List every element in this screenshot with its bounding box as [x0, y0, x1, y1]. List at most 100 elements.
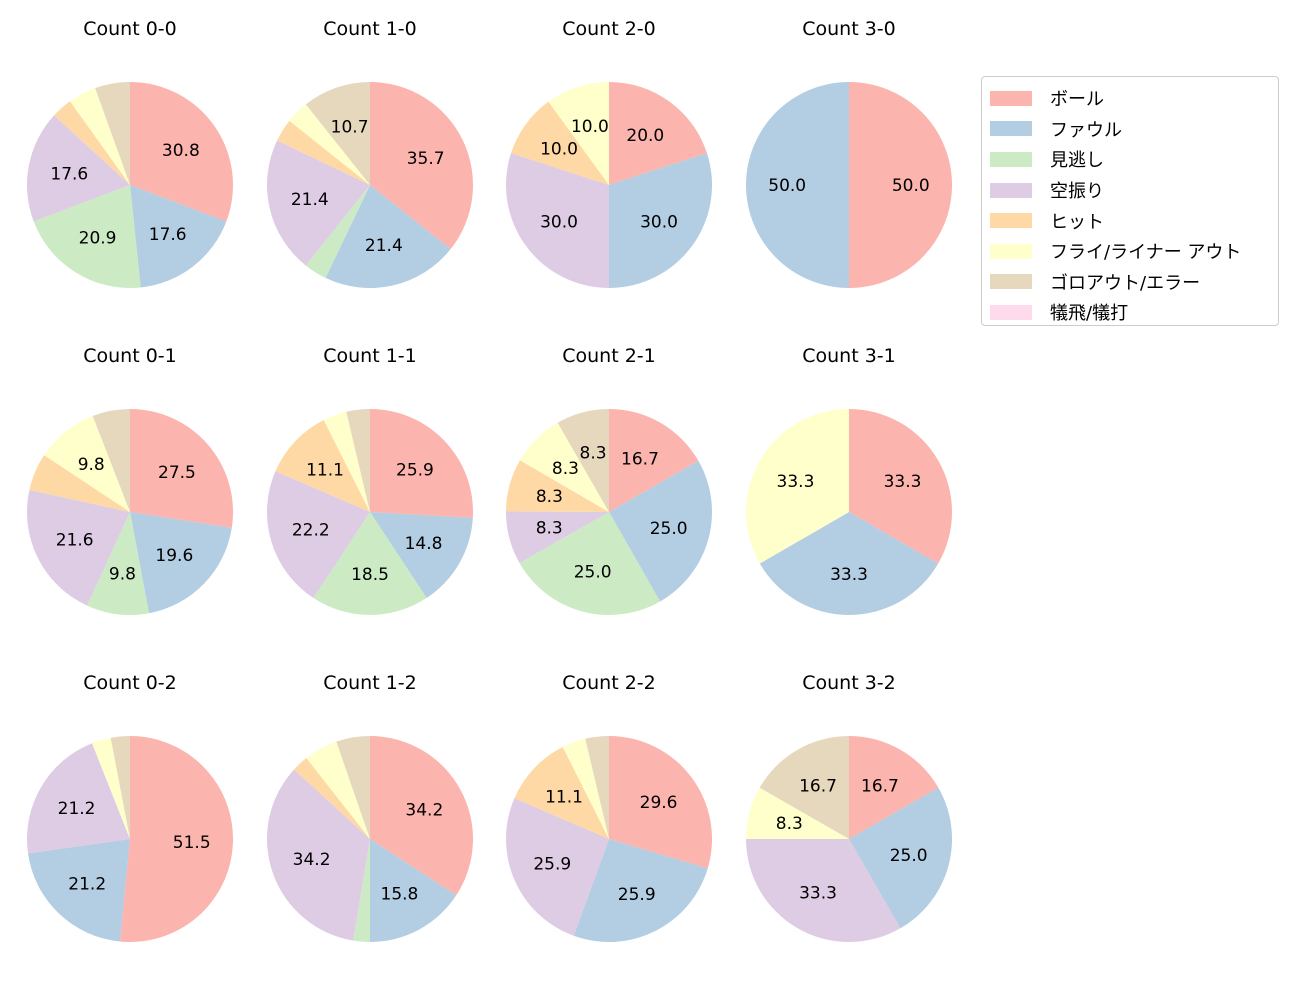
slice-label: 16.7 — [799, 777, 837, 797]
slice-label: 11.1 — [306, 461, 344, 481]
slice-label: 29.6 — [640, 793, 678, 813]
legend: ボール ファウル 見逃し 空振り ヒット フライ/ライナー アウト ゴロアウト/エラー 犠飛/… — [981, 76, 1279, 326]
pie-slice — [44, 415, 130, 512]
legend-label: ヒット — [1050, 211, 1104, 233]
slice-label: 8.3 — [536, 519, 563, 539]
slice-label: 8.3 — [552, 459, 579, 479]
slice-label: 34.2 — [405, 801, 443, 821]
legend-item: ゴロアウト/エラー — [982, 267, 1278, 298]
legend-swatch — [990, 213, 1032, 229]
slice-label: 33.3 — [777, 472, 815, 492]
legend-item: ヒット — [982, 205, 1278, 236]
legend-label: 空振り — [1050, 181, 1104, 203]
pie-slice — [562, 738, 609, 839]
legend-label: フライ/ライナー アウト — [1050, 242, 1242, 264]
slice-label: 35.7 — [407, 149, 445, 169]
legend-label: ファウル — [1050, 119, 1122, 141]
pie-slice — [506, 798, 609, 936]
legend-label: ゴロアウト/エラー — [1050, 272, 1201, 294]
pie-chart: Count 0-2 51.5 21.2 21.2 — [27, 672, 234, 943]
pie-slice — [511, 101, 609, 185]
pie-slice — [746, 839, 901, 943]
pie-slice — [370, 736, 473, 896]
pie-chart: Count 2-0 20.0 30.0 30.0 10.0 10.0 — [506, 18, 712, 288]
pie-slice — [336, 736, 370, 839]
pie-slice — [305, 185, 370, 278]
slice-label: 21.2 — [68, 875, 106, 895]
slice-label: 18.5 — [351, 565, 389, 585]
pie-chart: Count 0-1 27.5 19.6 9.8 21.6 9.8 — [27, 345, 233, 616]
pie-slice — [70, 88, 130, 185]
pie-title: Count 0-0 — [83, 18, 177, 40]
pie-title: Count 2-2 — [562, 672, 656, 694]
pie-title: Count 1-0 — [323, 18, 417, 40]
pie-slice — [573, 839, 708, 942]
slice-label: 10.7 — [331, 118, 369, 138]
pie-slice — [370, 512, 473, 599]
legend-item: ボール — [982, 83, 1278, 114]
legend-swatch — [990, 182, 1032, 198]
slice-label: 30.8 — [162, 141, 200, 161]
slice-label: 25.0 — [650, 519, 688, 539]
slice-label: 15.8 — [381, 884, 419, 904]
pie-slice — [294, 758, 370, 839]
pie-slice — [585, 736, 609, 839]
pie-slice — [759, 512, 939, 615]
pie-slice — [506, 460, 609, 512]
legend-swatch — [990, 90, 1032, 106]
pie-chart: Count 2-2 29.6 25.9 25.9 11.1 — [506, 672, 712, 942]
slice-label: 8.3 — [580, 443, 607, 463]
pie-slice — [353, 839, 370, 942]
pie-chart: Count 2-116.725.025.08.38.38.38.3 — [506, 345, 713, 616]
slice-label: 50.0 — [768, 176, 806, 196]
pie-slice — [370, 82, 473, 250]
pie-slice — [759, 736, 849, 839]
pie-chart: Count 1-1 25.9 14.8 18.5 22.2 11.1 — [267, 345, 474, 615]
slice-label: 33.3 — [799, 883, 837, 903]
pie-slice — [506, 511, 609, 563]
pie-title: Count 0-2 — [83, 672, 177, 694]
pie-slice — [275, 419, 370, 512]
legend-label: 犠飛/犠打 — [1050, 303, 1129, 325]
legend-swatch — [990, 121, 1032, 137]
pie-slice — [849, 736, 939, 839]
pie-slice — [92, 737, 130, 839]
pie-chart: Count 3-2 16.7 25.0 33.3 8.3 16.7 — [746, 672, 953, 943]
pie-slice — [849, 409, 952, 564]
legend-label: ボール — [1050, 89, 1104, 111]
slice-label: 21.2 — [58, 799, 96, 819]
pie-slice — [130, 82, 233, 222]
slice-label: 21.4 — [365, 236, 403, 256]
pie-slice — [746, 82, 849, 288]
pie-title: Count 0-1 — [83, 345, 177, 367]
slice-label: 9.8 — [78, 455, 105, 475]
pie-title: Count 3-0 — [802, 18, 896, 40]
pie-slice — [313, 512, 427, 615]
slice-label: 33.3 — [830, 565, 868, 585]
slice-label: 30.0 — [640, 212, 678, 232]
slice-label: 25.0 — [890, 846, 928, 866]
pie-slice — [33, 185, 141, 288]
slice-label: 30.0 — [540, 212, 578, 232]
pie-slice — [745, 409, 849, 564]
pie-slice — [609, 460, 713, 602]
pie-slice — [609, 736, 712, 869]
pie-slice — [370, 839, 457, 942]
pie-title: Count 1-2 — [323, 672, 417, 694]
legend-item: 犠飛/犠打 — [982, 297, 1278, 328]
pie-slice — [519, 512, 661, 616]
pie-title: Count 2-1 — [562, 345, 656, 367]
slice-label: 20.0 — [626, 126, 664, 146]
pie-slice — [289, 104, 370, 185]
pie-slice — [54, 101, 130, 185]
pie-slice — [28, 839, 130, 942]
slice-label: 8.3 — [776, 814, 803, 834]
legend-swatch — [990, 151, 1032, 167]
pie-slice — [305, 82, 370, 185]
pie-slice — [130, 512, 232, 614]
pie-slice — [849, 82, 952, 288]
pie-slice — [29, 455, 131, 512]
pie-slice — [267, 471, 370, 599]
pie-slice — [746, 787, 849, 839]
